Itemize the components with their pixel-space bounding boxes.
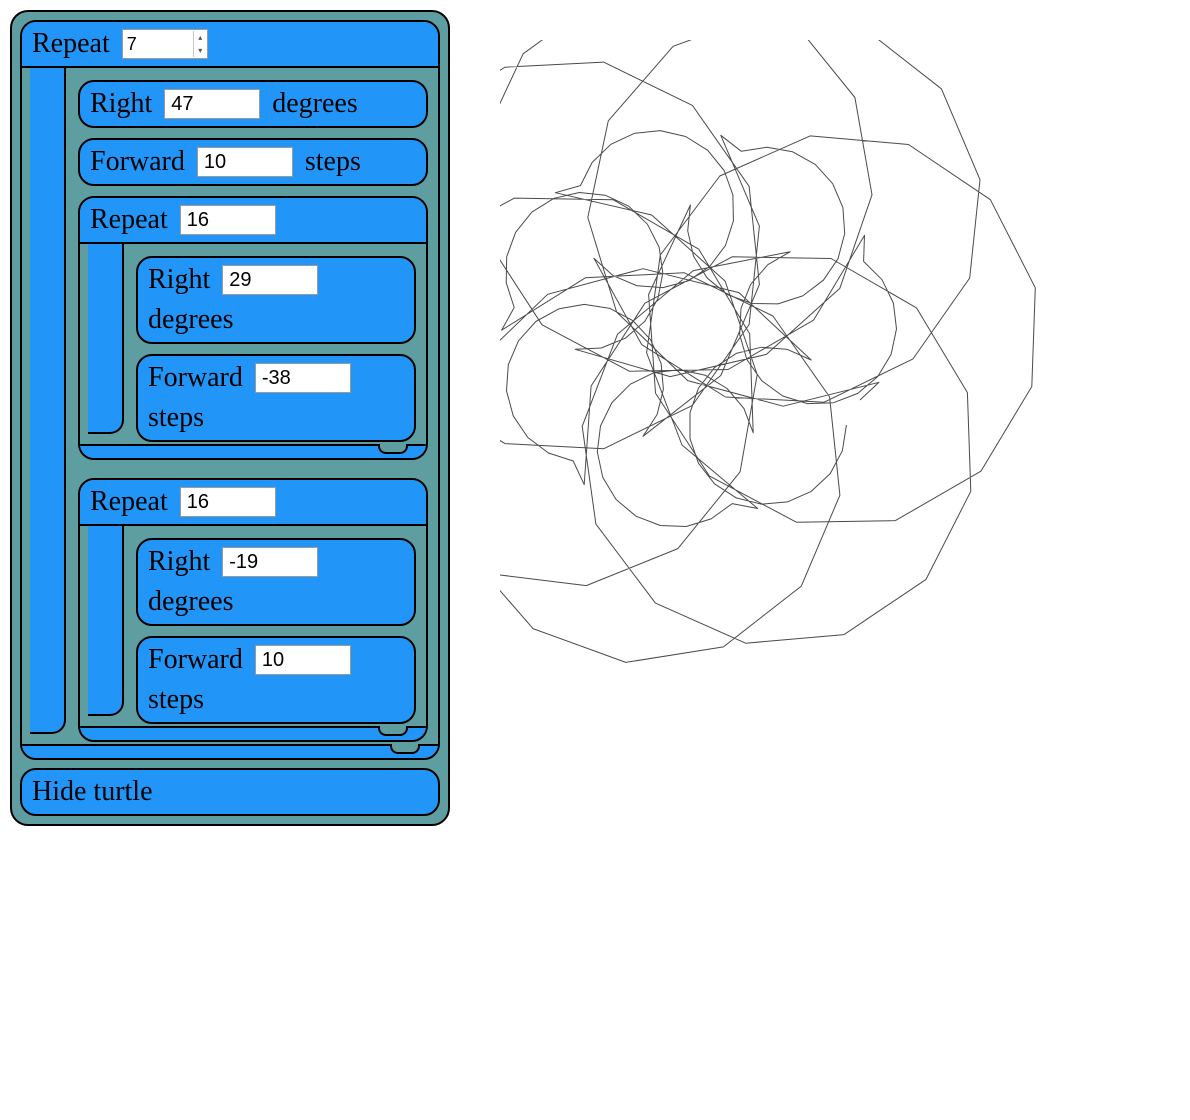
repeat-tail — [80, 444, 426, 458]
repeat-count-input[interactable] — [180, 487, 276, 517]
repeat-label: Repeat — [90, 486, 168, 518]
repeat-block[interactable]: Repeat Right degrees Forward — [78, 196, 428, 460]
right-block[interactable]: Right degrees — [78, 80, 428, 128]
repeat-tail — [22, 744, 438, 758]
spinner-up-icon[interactable]: ▴ — [194, 31, 207, 44]
degrees-label: degrees — [272, 88, 358, 120]
repeat-label: Repeat — [32, 28, 110, 60]
forward-label: Forward — [148, 644, 243, 676]
repeat-block[interactable]: Repeat ▴ ▾ Right degrees — [20, 20, 440, 760]
forward-block[interactable]: Forward steps — [78, 138, 428, 186]
repeat-head: Repeat ▴ ▾ — [22, 22, 438, 68]
right-value-input[interactable] — [222, 265, 318, 295]
repeat-head: Repeat — [80, 480, 426, 526]
repeat-count-input[interactable] — [180, 205, 276, 235]
repeat-body: Right degrees Forward steps — [80, 526, 426, 730]
repeat-head: Repeat — [80, 198, 426, 244]
spinner-down-icon[interactable]: ▾ — [194, 44, 207, 57]
turtle-drawing — [500, 40, 1190, 740]
forward-block[interactable]: Forward steps — [136, 354, 416, 442]
repeat-count-input[interactable] — [123, 31, 193, 57]
right-label: Right — [90, 88, 152, 120]
repeat-block[interactable]: Repeat Right degrees Forward — [78, 478, 428, 742]
turtle-canvas — [460, 0, 1190, 1100]
blocks-panel: Repeat ▴ ▾ Right degrees — [0, 0, 460, 836]
program-root: Repeat ▴ ▾ Right degrees — [10, 10, 450, 826]
degrees-label: degrees — [148, 304, 234, 336]
right-block[interactable]: Right degrees — [136, 538, 416, 626]
right-value-input[interactable] — [222, 547, 318, 577]
hide-turtle-label: Hide turtle — [32, 776, 153, 808]
degrees-label: degrees — [148, 586, 234, 618]
repeat-tail — [80, 726, 426, 740]
repeat-count-spinner[interactable]: ▴ ▾ — [122, 29, 208, 59]
forward-label: Forward — [90, 146, 185, 178]
right-label: Right — [148, 264, 210, 296]
hide-turtle-block[interactable]: Hide turtle — [20, 768, 440, 816]
repeat-label: Repeat — [90, 204, 168, 236]
forward-value-input[interactable] — [255, 363, 351, 393]
forward-value-input[interactable] — [197, 147, 293, 177]
forward-label: Forward — [148, 362, 243, 394]
forward-value-input[interactable] — [255, 645, 351, 675]
right-block[interactable]: Right degrees — [136, 256, 416, 344]
right-value-input[interactable] — [164, 89, 260, 119]
steps-label: steps — [305, 146, 361, 178]
steps-label: steps — [148, 684, 204, 716]
forward-block[interactable]: Forward steps — [136, 636, 416, 724]
right-label: Right — [148, 546, 210, 578]
repeat-body: Right degrees Forward steps Repeat — [22, 68, 438, 748]
steps-label: steps — [148, 402, 204, 434]
repeat-body: Right degrees Forward steps — [80, 244, 426, 448]
